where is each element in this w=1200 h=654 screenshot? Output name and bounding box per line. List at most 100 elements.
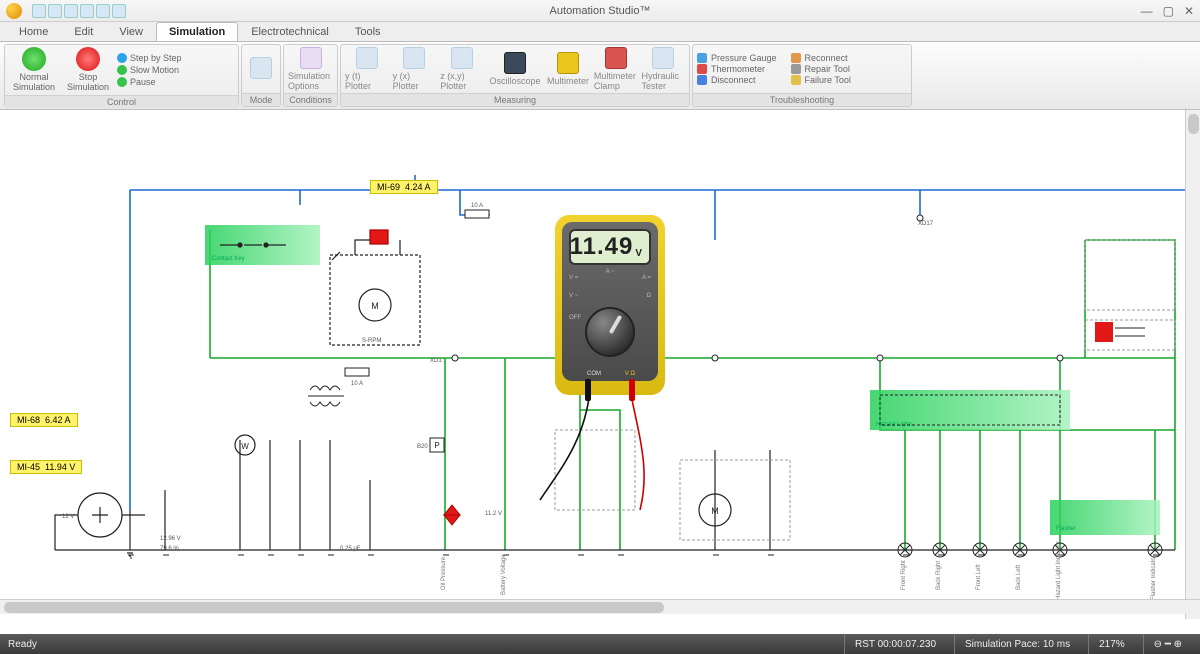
qat-btn[interactable]: [32, 4, 46, 18]
svg-text:S-RPM: S-RPM: [362, 338, 381, 344]
svg-text:P: P: [434, 441, 439, 450]
yx-plotter-button[interactable]: y (x) Plotter: [393, 47, 437, 91]
reconnect-button[interactable]: Reconnect: [791, 53, 851, 63]
tab-edit[interactable]: Edit: [61, 22, 106, 41]
multimeter-icon: [557, 52, 579, 74]
status-ready: Ready: [8, 639, 37, 650]
thermometer-button[interactable]: Thermometer: [697, 64, 777, 74]
stop-simulation-button[interactable]: Stop Simulation: [63, 47, 113, 93]
repair-tool-button[interactable]: Repair Tool: [791, 64, 851, 74]
minimize-button[interactable]: —: [1141, 4, 1153, 18]
simulation-options-button[interactable]: Simulation Options: [288, 47, 333, 91]
svg-text:Hazard Light Indicator: Hazard Light Indicator: [1056, 541, 1062, 600]
tab-simulation[interactable]: Simulation: [156, 22, 238, 41]
flask-icon: [300, 47, 322, 69]
svg-text:W: W: [241, 442, 249, 451]
ribbon-group-measuring: y (t) Plotter y (x) Plotter z (x,y) Plot…: [340, 44, 690, 107]
probe-red[interactable]: [629, 379, 635, 401]
tab-home[interactable]: Home: [6, 22, 61, 41]
zxy-plotter-button[interactable]: z (x,y) Plotter: [440, 47, 484, 91]
svg-text:B20: B20: [417, 444, 428, 450]
step-by-step-button[interactable]: Step by Step: [117, 53, 182, 63]
multimeter-instrument[interactable]: 11.49V V = A = V ~ Ω OFF A ~ COM V Ω: [555, 215, 665, 395]
hydraulic-icon: [652, 47, 674, 69]
measure-mi68: MI-68 6.42 A: [10, 413, 78, 427]
svg-text:Back Left: Back Left: [1016, 565, 1022, 590]
svg-text:Flasher: Flasher: [1056, 526, 1076, 532]
play-icon: [22, 47, 46, 71]
svg-text:10 A: 10 A: [471, 203, 483, 209]
hydraulic-tester-button[interactable]: Hydraulic Tester: [641, 47, 685, 91]
measure-mi69: MI-69 4.24 A: [370, 180, 438, 194]
schematic-canvas[interactable]: W M Contact Key Hazard Lights Flasher: [0, 110, 1200, 634]
ribbon-group-mode: Mode: [241, 44, 281, 107]
svg-text:M: M: [371, 301, 379, 311]
qat-btn[interactable]: [64, 4, 78, 18]
mode-icon: [250, 57, 272, 79]
plotter-icon: [356, 47, 378, 69]
oscilloscope-button[interactable]: Oscilloscope: [488, 52, 542, 86]
status-pace: Simulation Pace: 10 ms: [954, 634, 1080, 654]
svg-text:Back Right: Back Right: [936, 561, 942, 590]
maximize-button[interactable]: ▢: [1163, 4, 1174, 18]
ribbon-group-troubleshooting: Pressure Gauge Thermometer Disconnect Re…: [692, 44, 912, 107]
qat-btn[interactable]: [112, 4, 126, 18]
plotter-icon: [403, 47, 425, 69]
svg-text:XD17: XD17: [918, 221, 934, 227]
yt-plotter-button[interactable]: y (t) Plotter: [345, 47, 389, 91]
status-rst: RST 00:00:07.230: [844, 634, 946, 654]
window-controls: — ▢ ✕: [1141, 4, 1194, 18]
svg-text:11.2 V: 11.2 V: [485, 511, 502, 517]
title-bar: Automation Studio™ — ▢ ✕: [0, 0, 1200, 22]
failure-tool-button[interactable]: Failure Tool: [791, 75, 851, 85]
mode-button[interactable]: [246, 57, 276, 81]
status-zoom[interactable]: 217%: [1088, 634, 1135, 654]
app-icon: [6, 3, 22, 19]
vertical-scrollbar[interactable]: [1185, 110, 1200, 619]
svg-text:0.25 μF: 0.25 μF: [340, 546, 361, 552]
measure-mi45: MI-45 11.94 V: [10, 460, 82, 474]
slow-motion-button[interactable]: Slow Motion: [117, 65, 182, 75]
multimeter-button[interactable]: Multimeter: [546, 52, 590, 86]
svg-text:M: M: [711, 506, 719, 516]
ribbon-group-conditions: Simulation Options Conditions: [283, 44, 338, 107]
disconnect-button[interactable]: Disconnect: [697, 75, 777, 85]
plotter-icon: [451, 47, 473, 69]
ribbon: Normal Simulation Stop Simulation Step b…: [0, 42, 1200, 110]
svg-text:Battery Voltage: Battery Voltage: [501, 554, 507, 595]
svg-text:XD1: XD1: [430, 358, 442, 364]
pressure-gauge-button[interactable]: Pressure Gauge: [697, 53, 777, 63]
svg-text:Flasher Indicator: Flasher Indicator: [1151, 555, 1157, 600]
qat-btn[interactable]: [48, 4, 62, 18]
qat-btn[interactable]: [80, 4, 94, 18]
quick-access-toolbar[interactable]: [32, 4, 126, 18]
multimeter-display: 11.49V: [569, 229, 651, 265]
status-extra[interactable]: ⊖ ━ ⊕: [1143, 634, 1192, 654]
tab-view[interactable]: View: [106, 22, 156, 41]
stop-icon: [76, 47, 100, 71]
pause-button[interactable]: Pause: [117, 77, 182, 87]
svg-text:79.6 %: 79.6 %: [160, 546, 179, 552]
window-title: Automation Studio™: [550, 5, 651, 17]
close-button[interactable]: ✕: [1184, 4, 1194, 18]
oscilloscope-icon: [504, 52, 526, 74]
ribbon-tabs: Home Edit View Simulation Electrotechnic…: [0, 22, 1200, 42]
svg-text:Front Left: Front Left: [976, 564, 982, 590]
tab-electrotechnical[interactable]: Electrotechnical: [238, 22, 342, 41]
svg-text:Contact Key: Contact Key: [212, 256, 245, 262]
multimeter-dial[interactable]: [585, 307, 635, 357]
svg-text:Front Right: Front Right: [901, 560, 907, 590]
svg-text:12 V: 12 V: [62, 514, 74, 520]
qat-btn[interactable]: [96, 4, 110, 18]
probe-black[interactable]: [585, 379, 591, 401]
ribbon-group-control: Normal Simulation Stop Simulation Step b…: [4, 44, 239, 107]
horizontal-scrollbar[interactable]: [0, 599, 1200, 614]
svg-text:12.96 V: 12.96 V: [160, 536, 181, 542]
clamp-icon: [605, 47, 627, 69]
svg-text:10 A: 10 A: [351, 381, 363, 387]
svg-text:Oil Pressure: Oil Pressure: [441, 556, 447, 590]
normal-simulation-button[interactable]: Normal Simulation: [9, 47, 59, 93]
tab-tools[interactable]: Tools: [342, 22, 394, 41]
status-bar: Ready RST 00:00:07.230 Simulation Pace: …: [0, 634, 1200, 654]
multimeter-clamp-button[interactable]: Multimeter Clamp: [594, 47, 638, 91]
